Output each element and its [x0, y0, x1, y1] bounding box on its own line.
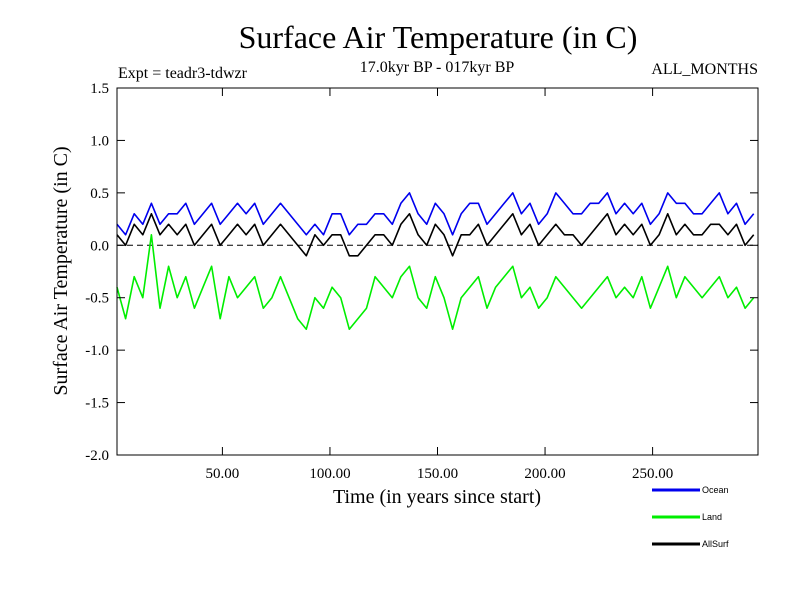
- y-tick-label: -0.5: [85, 291, 109, 307]
- y-tick-label: -2.0: [85, 448, 109, 464]
- months-label: ALL_MONTHS: [651, 61, 758, 78]
- y-tick-label: -1.0: [85, 343, 109, 359]
- x-tick-label: 50.00: [206, 466, 240, 482]
- x-tick-label: 200.00: [524, 466, 565, 482]
- chart-title: Surface Air Temperature (in C): [239, 19, 638, 55]
- y-tick-label: 1.0: [90, 133, 109, 149]
- series-line-land: [116, 234, 755, 331]
- time-range-label: 17.0kyr BP - 017kyr BP: [360, 59, 515, 76]
- experiment-label: Expt = teadr3-tdwzr: [118, 65, 248, 82]
- series-line-ocean: [116, 192, 755, 236]
- legend-label-allsurf: AllSurf: [702, 539, 729, 549]
- y-axis-title: Surface Air Temperature (in C): [50, 146, 72, 395]
- legend: Ocean Land AllSurf: [652, 485, 729, 549]
- y-tick-label: 1.5: [90, 81, 109, 97]
- x-axis-title: Time (in years since start): [333, 486, 541, 508]
- legend-label-land: Land: [702, 512, 722, 522]
- x-tick-label: 100.00: [309, 466, 350, 482]
- x-tick-label: 250.00: [632, 466, 673, 482]
- legend-label-ocean: Ocean: [702, 485, 729, 495]
- x-tick-label: 150.00: [417, 466, 458, 482]
- plot-area: [116, 192, 758, 331]
- axis-ticks: 50.00 100.00 150.00 200.00 250.00 -2.0 -1.5 -1.…: [85, 81, 758, 482]
- y-tick-label: 0.0: [90, 238, 109, 254]
- series-line-allsurf: [116, 213, 755, 257]
- y-tick-label: 0.5: [90, 186, 109, 202]
- y-tick-label: -1.5: [85, 396, 109, 412]
